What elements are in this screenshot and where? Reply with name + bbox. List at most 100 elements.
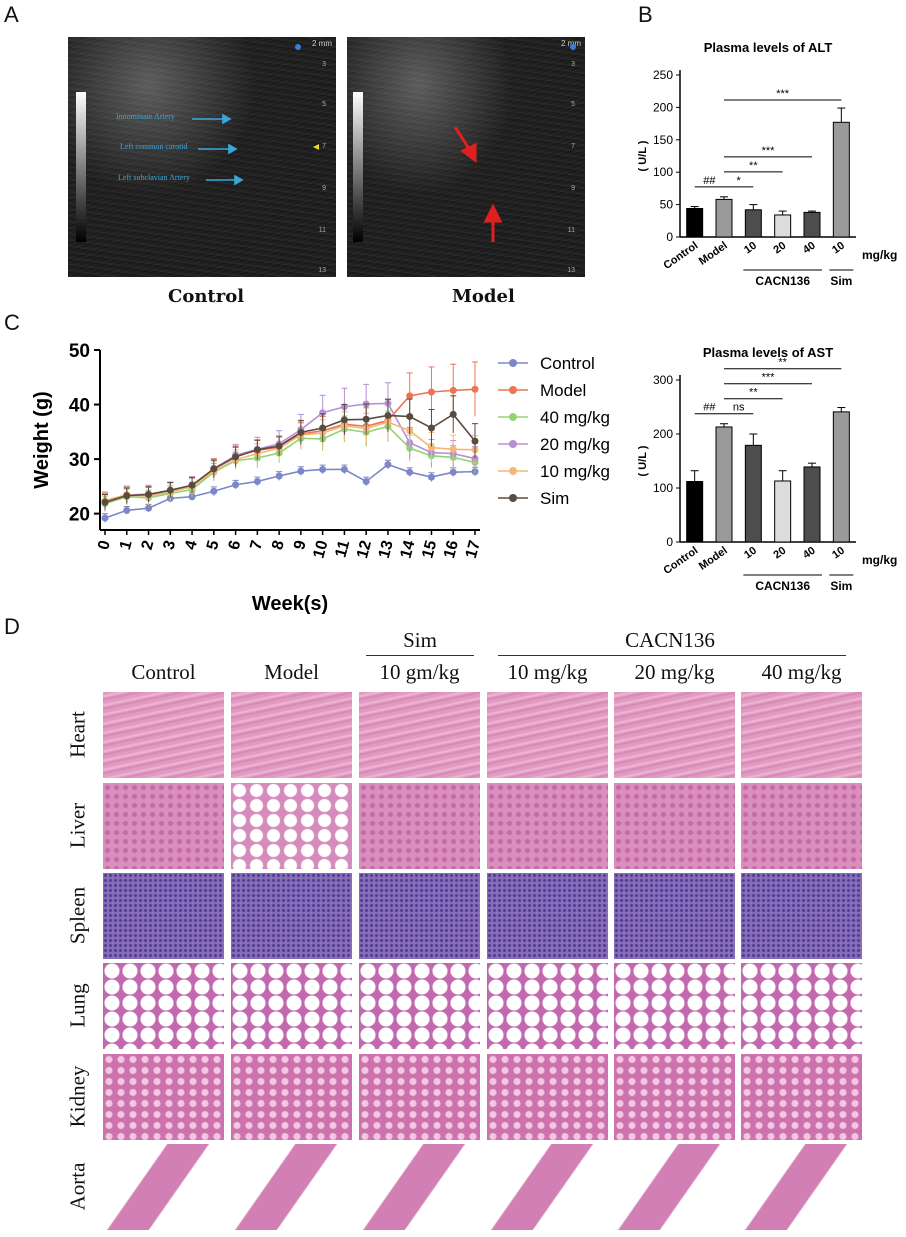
significance-label: ##	[703, 175, 716, 187]
histology-image	[487, 783, 608, 869]
data-point	[319, 409, 327, 417]
red-arrows	[453, 44, 576, 242]
significance-label: ***	[762, 372, 776, 384]
category-label: Control	[661, 240, 700, 272]
bar	[774, 214, 792, 238]
unit-label: mg/kg	[862, 553, 897, 567]
data-point	[210, 487, 218, 495]
legend-marker	[509, 467, 517, 475]
column-header: Control	[131, 660, 196, 684]
x-tick-label: 12	[354, 539, 375, 561]
scale-label: 2 mm	[312, 39, 332, 48]
depth-tick: 5	[322, 101, 326, 108]
legend-label: 20 mg/kg	[540, 435, 610, 454]
y-tick-label: 20	[69, 505, 90, 526]
ultrasound-model-image: 2 mm 3 5 7 9 11 13	[347, 37, 585, 277]
data-point	[101, 514, 109, 522]
bar	[774, 480, 792, 543]
bar	[832, 121, 850, 238]
column-header: Model	[264, 660, 319, 684]
data-point	[232, 453, 240, 461]
data-point	[406, 468, 414, 476]
category-label: Control	[661, 545, 700, 577]
data-point	[188, 481, 196, 489]
data-point	[427, 424, 435, 432]
chart-title: Plasma levels of AST	[703, 345, 833, 360]
chart-title: Plasma levels of ALT	[704, 40, 833, 55]
grayscale-bar	[353, 92, 363, 242]
column-header: 20 mg/kg	[634, 660, 715, 684]
group-header-sim: Sim	[403, 628, 437, 652]
histology-image	[741, 873, 862, 959]
x-axis-label: Week(s)	[252, 593, 328, 615]
category-label: 20	[771, 240, 788, 257]
scale-label: 2 mm	[561, 39, 581, 48]
histology-image	[487, 692, 608, 778]
depth-tick: 7	[571, 143, 575, 150]
y-axis-label: Weight (g)	[31, 391, 53, 488]
x-tick-label: 11	[332, 539, 353, 560]
group-label-sim: Sim	[830, 579, 852, 593]
category-label: 40	[801, 240, 818, 257]
x-tick-label: 8	[269, 539, 288, 552]
significance-label: ns	[733, 402, 745, 414]
bar	[686, 481, 704, 543]
significance-label: ***	[762, 145, 776, 157]
x-tick-label: 0	[95, 539, 114, 552]
histology-image	[487, 873, 608, 959]
grayscale-bar	[76, 92, 86, 242]
histology-image	[487, 1054, 608, 1140]
histology-image	[103, 1054, 224, 1140]
histology-image	[103, 783, 224, 869]
data-point	[253, 446, 261, 454]
x-tick-label: 14	[398, 539, 419, 561]
data-point	[449, 386, 457, 394]
histology-image	[103, 692, 224, 778]
category-label: Model	[697, 240, 730, 268]
y-axis-label: ( U/L )	[637, 140, 649, 171]
y-tick-label: 0	[666, 230, 673, 244]
x-tick-label: 3	[160, 539, 179, 552]
histology-image	[231, 963, 352, 1049]
histology-image	[614, 873, 735, 959]
bar	[803, 211, 821, 238]
y-tick-label: 50	[69, 341, 90, 362]
data-point	[123, 492, 131, 500]
bar	[686, 207, 704, 238]
column-header: 10 gm/kg	[379, 660, 460, 684]
bar	[803, 466, 821, 543]
x-tick-label: 17	[463, 539, 484, 561]
row-header: Heart	[65, 711, 90, 758]
bar	[744, 444, 762, 543]
group-underline-cacn136	[498, 655, 846, 656]
x-tick-label: 15	[419, 539, 440, 561]
x-tick-label: 7	[247, 539, 266, 552]
category-label: 10	[742, 240, 759, 257]
significance-label: **	[778, 357, 787, 369]
depth-tick: 9	[322, 185, 326, 192]
column-header: 10 mg/kg	[507, 660, 588, 684]
data-point	[362, 477, 370, 485]
legend-marker	[509, 359, 517, 367]
panel-label-b: B	[638, 2, 653, 27]
legend-marker	[509, 386, 517, 394]
histology-image	[487, 1144, 608, 1230]
y-tick-label: 300	[653, 373, 673, 387]
data-point	[297, 428, 305, 436]
depth-tick: 11	[318, 227, 326, 234]
row-header: Spleen	[65, 886, 90, 945]
row-header: Aorta	[65, 1162, 90, 1211]
histology-image	[614, 963, 735, 1049]
histology-image	[359, 873, 480, 959]
legend-marker	[509, 413, 517, 421]
group-underline-sim	[366, 655, 474, 656]
depth-tick: 7	[322, 143, 326, 150]
data-point	[319, 465, 327, 473]
histology-image	[231, 873, 352, 959]
depth-tick: 9	[571, 185, 575, 192]
data-point	[406, 392, 414, 400]
data-point	[406, 413, 414, 421]
data-point	[319, 424, 327, 432]
histology-image	[231, 1054, 352, 1140]
data-point	[123, 506, 131, 514]
